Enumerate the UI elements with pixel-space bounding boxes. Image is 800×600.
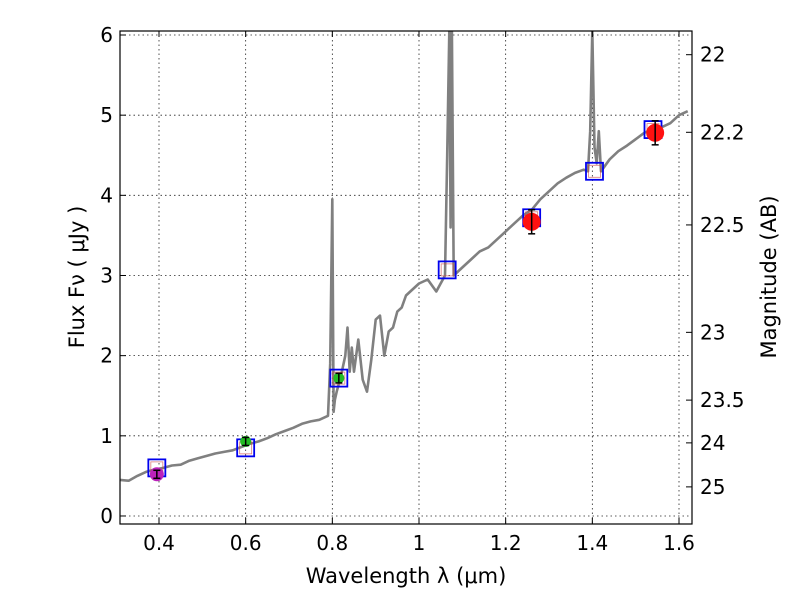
grid <box>120 31 692 524</box>
y-tick-label: 2 <box>100 344 113 368</box>
y-axis-label: Flux Fν ( μJy ) <box>65 206 89 349</box>
ticks-layer: 0.4 0.6 0.8 1 1.2 1.4 1.601234562222.222.52323… <box>100 23 744 555</box>
x-tick-label: 0.6 <box>230 531 262 555</box>
x-axis-label: Wavelength λ (μm) <box>306 564 507 588</box>
observed-points-layer <box>149 120 665 482</box>
y-tick-label: 0 <box>100 504 113 528</box>
right-tick-label: 22.5 <box>700 213 745 237</box>
y-tick-label: 5 <box>100 103 113 127</box>
x-tick-label: 1.4 <box>576 531 608 555</box>
y-tick-label: 1 <box>100 424 113 448</box>
right-tick-label: 23 <box>700 320 725 344</box>
right-tick-label: 24 <box>700 431 725 455</box>
model-point-inner <box>588 164 601 178</box>
model-point <box>585 161 604 181</box>
right-tick-label: 23.5 <box>700 388 745 412</box>
x-tick-label: 0.8 <box>316 531 348 555</box>
model-point-inner <box>440 263 454 277</box>
right-tick-label: 25 <box>700 475 725 499</box>
y-tick-label: 4 <box>100 183 113 207</box>
right-tick-label: 22 <box>700 43 725 67</box>
x-tick-label: 1 <box>413 531 426 555</box>
right-tick-label: 22.2 <box>700 120 745 144</box>
y-axis-right-label: Magnitude (AB) <box>757 195 781 358</box>
x-tick-label: 1.6 <box>663 531 695 555</box>
x-tick-label: 0.4 <box>143 531 175 555</box>
x-tick-label: 1.2 <box>490 531 522 555</box>
plot-frame <box>119 30 693 525</box>
y-tick-label: 3 <box>100 263 113 287</box>
model-point-inner <box>332 371 346 385</box>
model-point <box>437 260 457 280</box>
y-tick-label: 6 <box>100 23 113 47</box>
model-point <box>329 368 349 388</box>
